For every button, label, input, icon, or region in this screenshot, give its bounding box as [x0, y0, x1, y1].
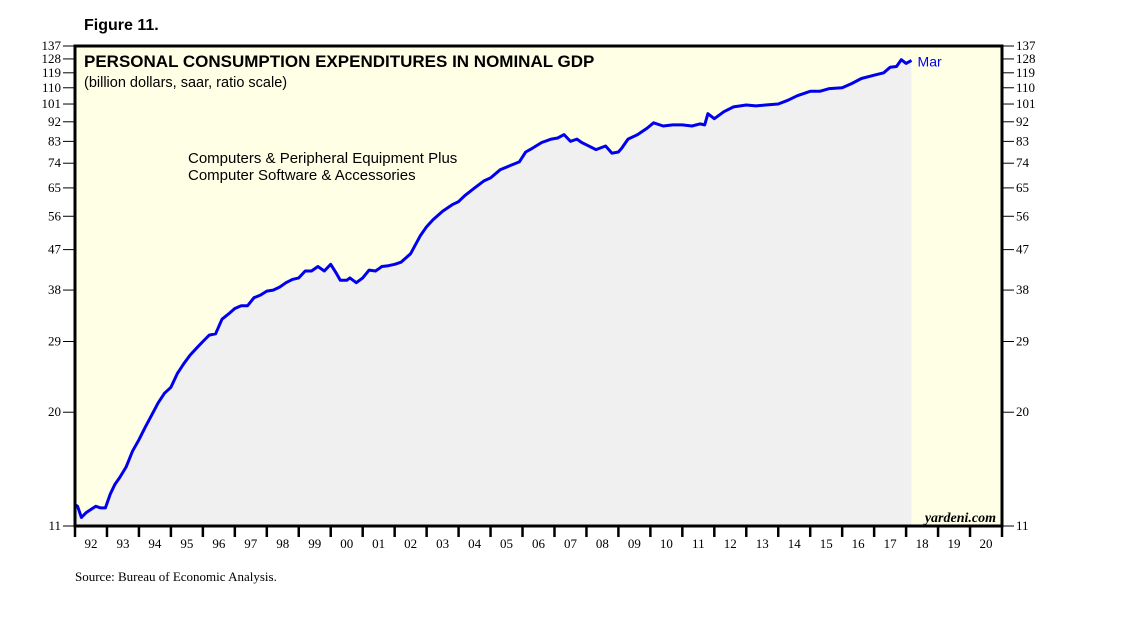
x-tick-label: 98: [276, 536, 289, 551]
x-tick-label: 17: [884, 536, 898, 551]
watermark: yardeni.com: [923, 511, 996, 526]
x-tick-label: 19: [948, 536, 961, 551]
plot-frame: [73, 44, 1004, 528]
y-tick-label-left: 29: [48, 334, 61, 349]
y-tick-label-right: 92: [1016, 114, 1029, 129]
x-tick-label: 99: [308, 536, 321, 551]
chart-subtitle: (billion dollars, saar, ratio scale): [84, 75, 287, 91]
y-tick-label-right: 38: [1016, 282, 1029, 297]
x-tick-label: 11: [692, 536, 705, 551]
series-area: [75, 59, 912, 526]
x-tick-label: 16: [852, 536, 866, 551]
y-tick-label-left: 65: [48, 180, 61, 195]
y-tick-label-left: 101: [42, 96, 62, 111]
x-tick-label: 93: [116, 536, 129, 551]
y-tick-label-right: 47: [1016, 242, 1030, 257]
y-tick-label-right: 101: [1016, 96, 1036, 111]
series-annotation-line2: Computer Software & Accessories: [188, 167, 416, 184]
y-tick-label-right: 65: [1016, 180, 1029, 195]
x-tick-label: 92: [84, 536, 97, 551]
x-tick-label: 97: [244, 536, 258, 551]
y-tick-label-left: 56: [48, 208, 62, 223]
series-line: [74, 58, 913, 519]
y-tick-label-left: 137: [42, 38, 62, 53]
y-tick-label-left: 47: [48, 242, 62, 257]
y-tick-label-right: 11: [1016, 518, 1029, 533]
y-tick-label-left: 119: [42, 65, 61, 80]
y-tick-label-right: 29: [1016, 334, 1029, 349]
y-tick-label-right: 83: [1016, 133, 1029, 148]
chart-title: PERSONAL CONSUMPTION EXPENDITURES IN NOM…: [84, 52, 594, 71]
x-tick-label: 15: [820, 536, 833, 551]
series-annotation-line1: Computers & Peripheral Equipment Plus: [188, 150, 457, 167]
y-tick-label-left: 110: [42, 80, 61, 95]
x-tick-label: 20: [980, 536, 993, 551]
x-tick-label: 13: [756, 536, 769, 551]
x-tick-label: 94: [148, 536, 162, 551]
x-tick-label: 96: [212, 536, 226, 551]
y-tick-label-right: 110: [1016, 80, 1035, 95]
figure-label: Figure 11.: [84, 17, 159, 34]
y-tick-label-left: 92: [48, 114, 61, 129]
x-tick-label: 06: [532, 536, 546, 551]
x-tick-label: 08: [596, 536, 609, 551]
x-tick-label: 04: [468, 536, 482, 551]
y-tick-label-right: 74: [1016, 155, 1030, 170]
x-axis: 92 93 94 95 96 97 98 99 00 01 02 03 04 05 06 07 08 09 10 11…: [73, 526, 1004, 551]
y-tick-label-right: 137: [1016, 38, 1036, 53]
x-tick-label: 12: [724, 536, 737, 551]
x-tick-label: 10: [660, 536, 673, 551]
x-tick-label: 03: [436, 536, 449, 551]
x-tick-label: 95: [180, 536, 193, 551]
y-tick-label-right: 20: [1016, 404, 1029, 419]
y-tick-label-left: 83: [48, 133, 61, 148]
y-tick-label-left: 11: [48, 518, 61, 533]
y-tick-label-right: 128: [1016, 51, 1036, 66]
x-tick-label: 02: [404, 536, 417, 551]
x-tick-label: 09: [628, 536, 641, 551]
x-tick-label: 01: [372, 536, 385, 551]
x-tick-label: 14: [788, 536, 802, 551]
y-tick-label-left: 128: [42, 51, 62, 66]
y-tick-label-left: 74: [48, 155, 62, 170]
y-tick-label-left: 20: [48, 404, 61, 419]
x-tick-label: 05: [500, 536, 513, 551]
x-tick-label: 18: [916, 536, 929, 551]
y-tick-label-right: 119: [1016, 65, 1035, 80]
y-tick-label-right: 56: [1016, 208, 1030, 223]
end-label: Mar: [918, 53, 942, 69]
x-tick-label: 07: [564, 536, 578, 551]
source-note: Source: Bureau of Economic Analysis.: [75, 569, 277, 584]
y-tick-label-left: 38: [48, 282, 61, 297]
x-tick-label: 00: [340, 536, 353, 551]
